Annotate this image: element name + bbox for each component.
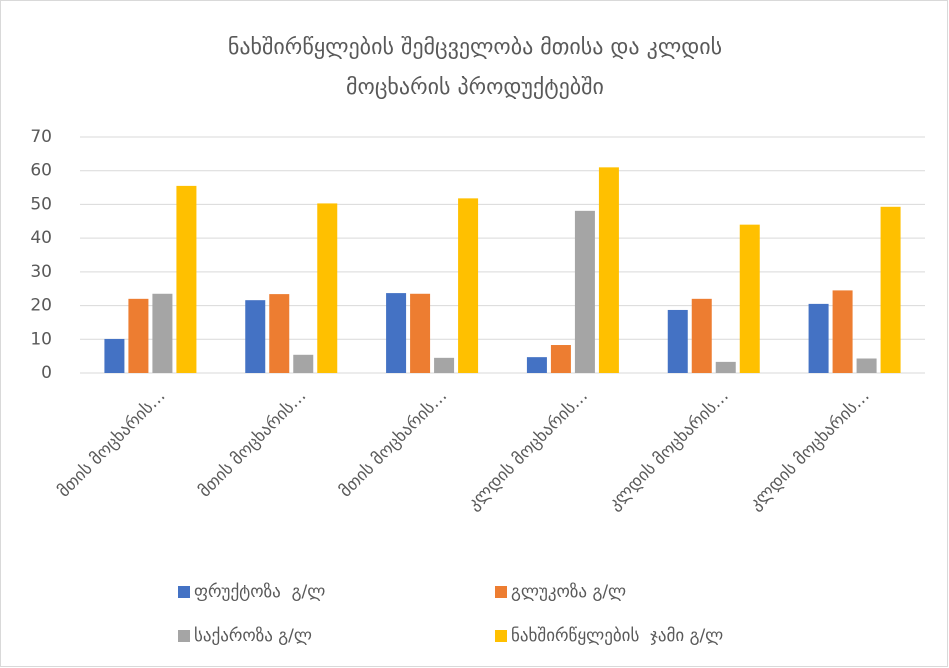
bar: [245, 300, 266, 373]
bar: [152, 293, 173, 373]
bar: [434, 357, 455, 373]
bar: [128, 298, 149, 373]
legend-swatch: [178, 586, 190, 598]
bar: [526, 357, 547, 373]
chart-title: მოცხარის პროდუქტებში: [346, 75, 604, 100]
bar: [317, 203, 338, 373]
bar: [739, 224, 760, 373]
bar: [691, 298, 712, 373]
bar: [269, 294, 290, 373]
bar: [386, 293, 407, 373]
bar: [832, 290, 853, 373]
y-tick-label: 10: [30, 329, 52, 349]
bar: [880, 206, 901, 373]
bar: [176, 185, 197, 373]
legend-label: საქაროზა გ/ლ: [194, 626, 312, 646]
bar: [458, 198, 479, 373]
legend-label: გლუკოზა გ/ლ: [511, 582, 626, 602]
y-tick-label: 0: [41, 363, 52, 383]
bar: [856, 358, 877, 373]
legend-swatch: [178, 630, 190, 642]
bar: [715, 361, 736, 373]
y-tick-label: 20: [30, 296, 52, 316]
legend-label: ნახშირწყლების ჯამი გ/ლ: [511, 626, 723, 646]
legend-label: ფრუქტოზა გ/ლ: [194, 582, 325, 602]
legend-swatch: [495, 630, 507, 642]
y-tick-label: 50: [30, 194, 52, 214]
bar: [410, 293, 431, 373]
bar: [808, 303, 829, 373]
y-tick-label: 70: [30, 127, 52, 147]
bar: [104, 338, 125, 373]
bar: [574, 210, 595, 373]
y-tick-label: 30: [30, 262, 52, 282]
bar: [550, 345, 571, 373]
bar: [598, 167, 619, 373]
bar: [667, 309, 688, 373]
bar: [293, 354, 314, 373]
y-tick-label: 40: [30, 228, 52, 248]
chart-title: ნახშირწყლების შემცველობა მთისა და კლდის: [228, 35, 722, 60]
legend-swatch: [495, 586, 507, 598]
y-tick-label: 60: [30, 161, 52, 181]
